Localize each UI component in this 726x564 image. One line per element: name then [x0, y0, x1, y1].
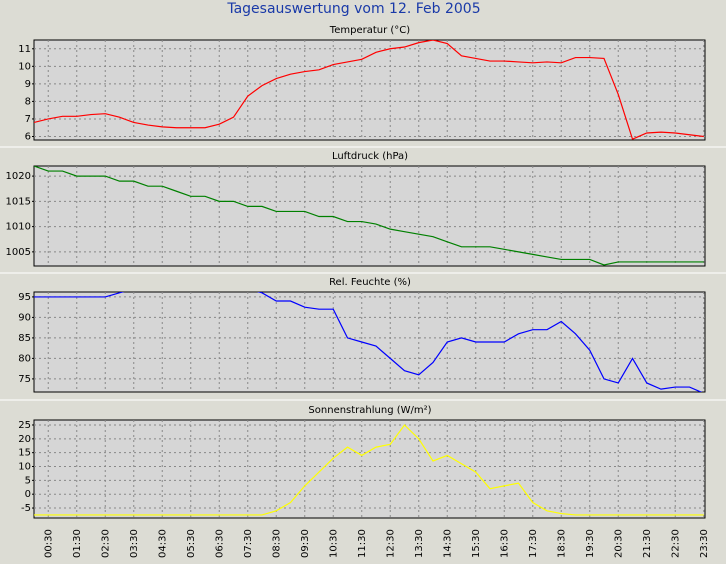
x-tick-label: 16:30: [499, 529, 510, 558]
y-tick-label: -5: [21, 503, 31, 514]
x-tick-label: 15:30: [471, 529, 482, 558]
x-tick-label: 21:30: [642, 529, 653, 558]
plot: [34, 424, 704, 516]
x-tick-label: 22:30: [670, 529, 681, 558]
y-tick-label: 5: [25, 475, 31, 486]
y-tick-label: 10: [18, 462, 31, 473]
x-tick-label: 23:30: [699, 529, 710, 558]
x-tick-label: 03:30: [129, 529, 140, 558]
y-tick-label: 1015: [6, 196, 31, 207]
y-tick-label: 75: [18, 374, 31, 385]
plot-area: [33, 419, 706, 519]
y-tick-label: 1005: [6, 247, 31, 258]
x-tick-label: 11:30: [357, 529, 368, 558]
y-tick-label: 0: [25, 489, 31, 500]
data-line: [34, 40, 704, 140]
x-tick-label: 09:30: [300, 529, 311, 558]
x-tick-label: 08:30: [271, 529, 282, 558]
x-tick-label: 02:30: [100, 529, 111, 558]
y-tick-label: 10: [18, 61, 31, 72]
page-title: Tagesauswertung vom 12. Feb 2005: [226, 1, 480, 17]
y-tick-label: 85: [18, 333, 31, 344]
x-tick-label: 06:30: [214, 529, 225, 558]
y-tick-label: 1010: [6, 222, 31, 233]
plot: [34, 40, 704, 140]
x-tick-label: 19:30: [585, 529, 596, 558]
chart-title: Sonnenstrahlung (W/m²): [308, 405, 431, 416]
y-tick-label: 8: [25, 96, 31, 107]
data-line: [34, 424, 704, 516]
plot-area: [33, 39, 706, 141]
x-tick-label: 18:30: [556, 529, 567, 558]
y-tick-label: 7: [25, 114, 31, 125]
y-tick-label: 95: [18, 292, 31, 303]
y-tick-label: 15: [18, 448, 31, 459]
y-tick-label: 11: [18, 44, 31, 55]
x-tick-label: 12:30: [385, 529, 396, 558]
x-tick-label: 17:30: [528, 529, 539, 558]
x-tick-label: 14:30: [442, 529, 453, 558]
plot: [34, 166, 704, 266]
x-tick-label: 05:30: [186, 529, 197, 558]
y-tick-label: 90: [18, 312, 31, 323]
x-tick-label: 01:30: [72, 529, 83, 558]
data-line: [34, 292, 703, 392]
x-tick-label: 04:30: [157, 529, 168, 558]
y-tick-label: 1020: [6, 171, 31, 182]
y-tick-label: 25: [18, 420, 31, 431]
chart-title: Temperatur (°C): [329, 25, 410, 36]
x-tick-label: 07:30: [243, 529, 254, 558]
x-tick-label: 20:30: [613, 529, 624, 558]
y-tick-label: 80: [18, 353, 31, 364]
y-tick-label: 9: [25, 79, 31, 90]
x-tick-label: 00:30: [43, 529, 54, 558]
plot: [34, 292, 703, 392]
plot-area: [33, 165, 706, 267]
x-tick-label: 10:30: [328, 529, 339, 558]
y-tick-label: 6: [25, 131, 31, 142]
x-tick-label: 13:30: [414, 529, 425, 558]
chart-title: Rel. Feuchte (%): [329, 277, 411, 288]
y-tick-label: 20: [18, 434, 31, 445]
data-line: [34, 166, 704, 266]
chart-title: Luftdruck (hPa): [332, 151, 408, 162]
plot-area: [33, 291, 706, 393]
